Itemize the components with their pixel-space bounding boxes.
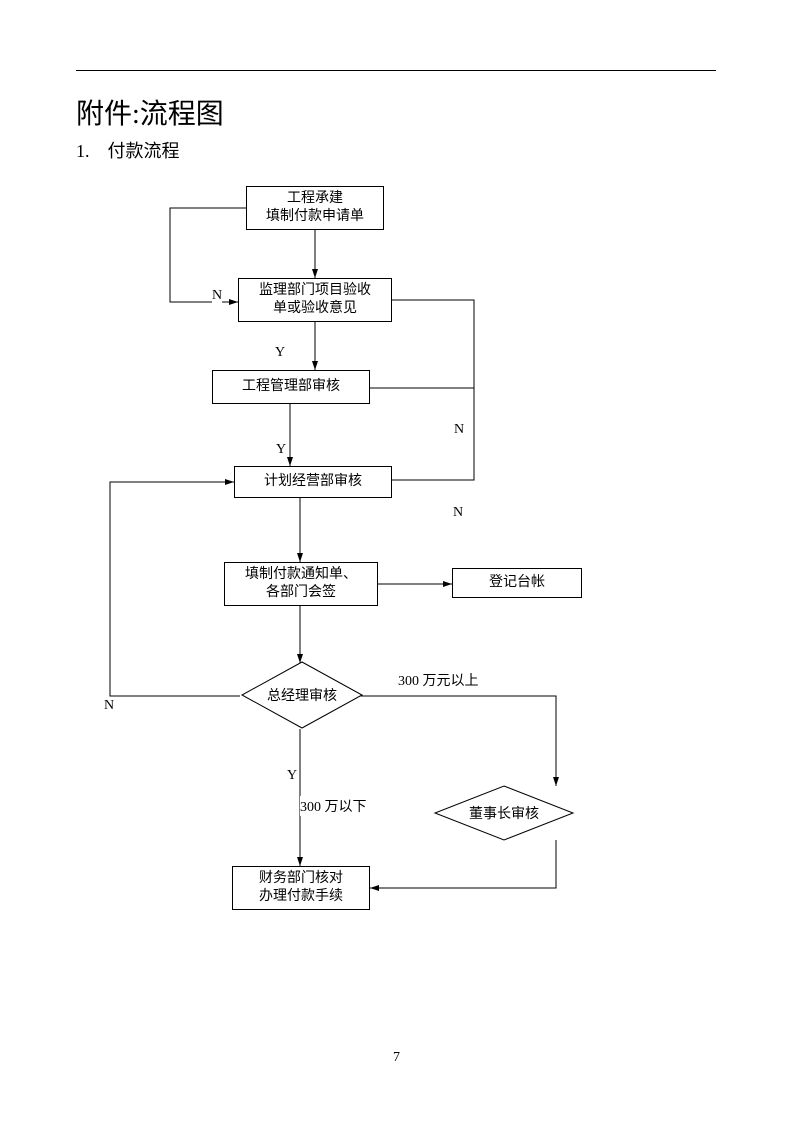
edge-label: Y [276, 442, 286, 458]
page: 附件:流程图 1. 付款流程 总经理审核董事长审核 工程承建填制付款申请单监理部… [0, 0, 793, 1122]
flow-node-rect: 监理部门项目验收单或验收意见 [238, 278, 392, 322]
flow-node-label: 总经理审核 [267, 688, 337, 704]
flow-node-rect: 工程承建填制付款申请单 [246, 186, 384, 230]
edge-label: N [212, 288, 222, 304]
flow-node-rect: 财务部门核对办理付款手续 [232, 866, 370, 910]
flow-node-rect: 计划经营部审核 [234, 466, 392, 498]
flow-node-label: 董事长审核 [469, 806, 539, 822]
flowchart-canvas: 总经理审核董事长审核 [0, 0, 793, 1122]
flow-edge [370, 840, 556, 888]
edge-label: Y [287, 768, 297, 784]
flow-edge [110, 482, 240, 696]
flow-node-rect: 工程管理部审核 [212, 370, 370, 404]
flow-node-rect: 填制付款通知单、各部门会签 [224, 562, 378, 606]
edge-label: Y [275, 345, 285, 361]
edge-label: N [104, 698, 114, 714]
edge-label: 300 万元以上 [398, 670, 479, 690]
edge-label: N [453, 505, 463, 521]
flow-edge [360, 696, 556, 786]
flow-node-rect: 登记台帐 [452, 568, 582, 598]
edge-label: 300 万以下 [300, 796, 367, 816]
page-number: 7 [0, 1050, 793, 1066]
edge-label: N [454, 422, 464, 438]
flow-edge [170, 208, 246, 302]
